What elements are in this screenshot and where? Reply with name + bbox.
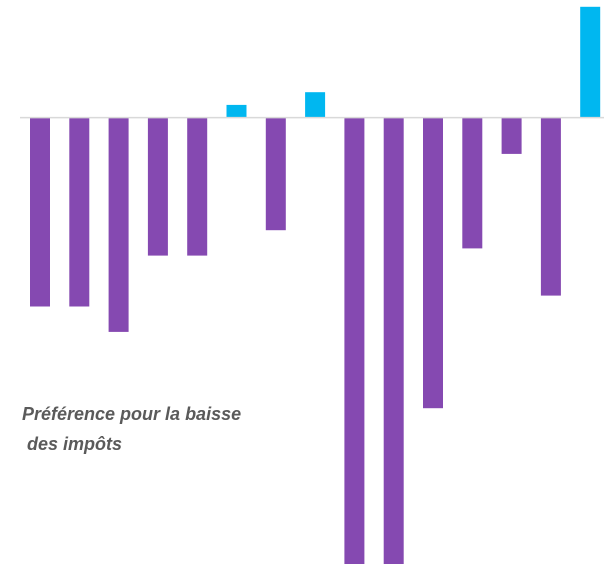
- bar-7: [265, 117, 286, 231]
- bar-1: [30, 117, 50, 307]
- chart-annotation: Préférence pour la baisse des impôts: [22, 404, 242, 454]
- bar-8: [305, 92, 326, 118]
- bar-9: [344, 117, 365, 564]
- bar-11: [423, 117, 443, 409]
- bar-12: [462, 117, 483, 249]
- bar-6: [226, 104, 247, 118]
- bar-13: [501, 117, 522, 154]
- bar-5: [187, 117, 208, 256]
- bar-4: [147, 117, 168, 256]
- bar-2: [69, 117, 90, 307]
- bar-3: [108, 117, 129, 332]
- bar-15: [580, 6, 601, 118]
- bar-10: [383, 117, 404, 564]
- bar-14: [540, 117, 561, 296]
